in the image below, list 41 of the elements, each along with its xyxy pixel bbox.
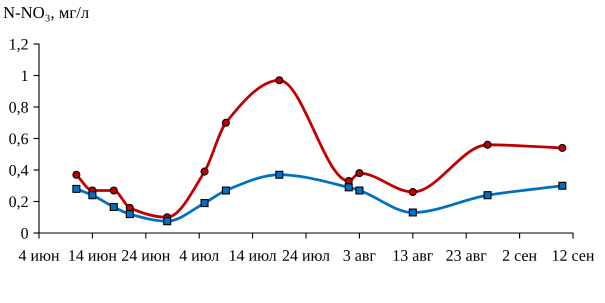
point (275, 170, 284, 179)
x-tick-label: 2 сен (502, 250, 537, 261)
point (408, 188, 417, 196)
x-tick-label: 24 июн (122, 250, 170, 261)
point (484, 191, 492, 200)
point (88, 191, 96, 200)
x-tick-label: 23 авг (446, 250, 486, 261)
point (126, 210, 134, 218)
x-tick-label: 4 июл (179, 250, 219, 261)
x-tick-label: 4 июн (18, 250, 60, 261)
point (355, 169, 364, 178)
point (110, 186, 118, 194)
point (558, 182, 566, 190)
y-tick-label: 0,2 (9, 196, 28, 210)
point (163, 217, 172, 226)
y-tick-label: 0,6 (9, 133, 28, 146)
y-tick-label: 1,2 (10, 38, 28, 52)
point (275, 76, 284, 84)
x-tick-label: 13 авг (394, 250, 433, 261)
point (110, 202, 118, 212)
x-tick-label: 24 июл (282, 250, 330, 261)
y-tick-label: 0,8 (9, 102, 28, 115)
y-axis-title: N-NO₃, мг/л (4, 6, 89, 22)
point (355, 186, 364, 194)
point (72, 184, 80, 193)
point (408, 208, 417, 217)
point (222, 186, 230, 194)
x-tick-label: 14 июн (69, 250, 117, 261)
y-tick-label: 0 (21, 228, 28, 239)
point (558, 144, 566, 152)
point (200, 168, 209, 176)
x-tick-label: 12 сен (552, 250, 594, 261)
x-tick-label: 3 авг (344, 250, 376, 261)
y-tick-label: 0,4 (9, 164, 28, 178)
point (344, 183, 353, 192)
point (484, 140, 492, 149)
point (222, 118, 230, 127)
y-tick-label: 1 (22, 70, 28, 82)
point (200, 199, 209, 208)
x-tick-label: 14 июл (230, 250, 276, 261)
point (72, 170, 80, 179)
